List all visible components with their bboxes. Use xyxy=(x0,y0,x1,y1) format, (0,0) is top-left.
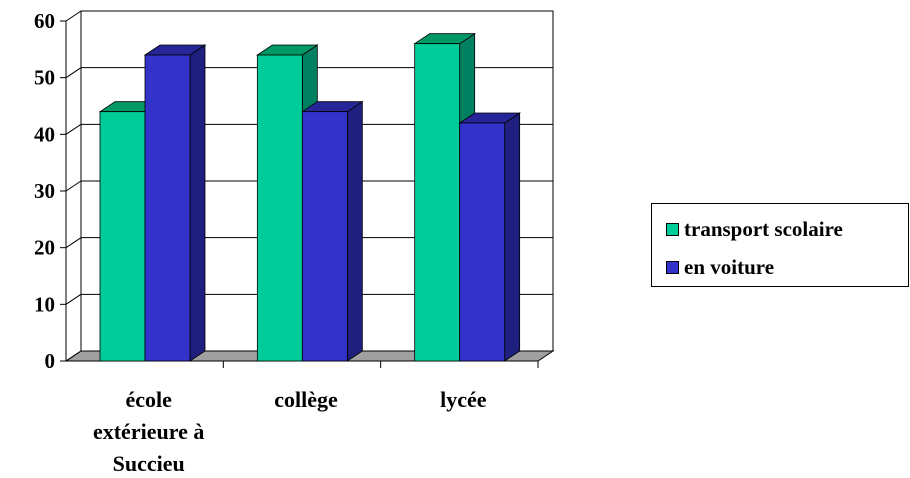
x-category-label: Succieu xyxy=(113,451,185,476)
legend-label-transport-scolaire: transport scolaire xyxy=(684,216,843,241)
bar-en-voiture-college xyxy=(301,111,348,362)
bar-en-voiture-lycee xyxy=(459,122,506,362)
x-category-label: lycée xyxy=(440,387,487,412)
bar-en-voiture-ecole-exterieure-a-succieu xyxy=(144,54,191,362)
bar-side-en-voiture-ecole-exterieure-a-succieu xyxy=(189,44,206,362)
gridline-side-10 xyxy=(65,293,82,305)
x-category-label: école xyxy=(125,387,172,412)
gridline-side-40 xyxy=(65,123,82,135)
legend-label-en-voiture: en voiture xyxy=(684,254,775,279)
bar-transport-scolaire-college xyxy=(256,54,303,362)
gridline-side-50 xyxy=(65,67,82,79)
y-tick-label: 60 xyxy=(34,9,55,33)
gridline-side-30 xyxy=(65,180,82,192)
bar-side-en-voiture-college xyxy=(346,100,363,362)
legend-swatch-transport-scolaire xyxy=(666,222,679,236)
gridline-side-60 xyxy=(65,10,82,22)
y-tick-label: 10 xyxy=(34,292,55,316)
legend-item-transport-scolaire: transport scolaire xyxy=(666,216,843,242)
bar-transport-scolaire-lycee xyxy=(414,43,461,362)
x-category-label: extérieure à xyxy=(93,419,204,444)
legend: transport scolaire en voiture xyxy=(651,203,909,287)
side-wall-edge xyxy=(65,350,82,362)
y-tick-label: 30 xyxy=(34,179,55,203)
legend-item-en-voiture: en voiture xyxy=(666,254,774,280)
axis-labels: 0 10 20 30 40 50 60 école extérieure à Succieu col… xyxy=(34,9,487,476)
y-tick-label: 20 xyxy=(34,236,55,260)
y-tick-label: 50 xyxy=(34,66,55,90)
x-category-label: collège xyxy=(274,387,338,412)
legend-swatch-en-voiture xyxy=(666,260,679,274)
bar-transport-scolaire-ecole-exterieure-a-succieu xyxy=(99,111,146,362)
y-tick-label: 0 xyxy=(45,349,56,373)
y-tick-label: 40 xyxy=(34,122,55,146)
bar-side-en-voiture-lycee xyxy=(504,112,521,362)
bars xyxy=(98,32,521,362)
gridline-side-20 xyxy=(65,237,82,249)
